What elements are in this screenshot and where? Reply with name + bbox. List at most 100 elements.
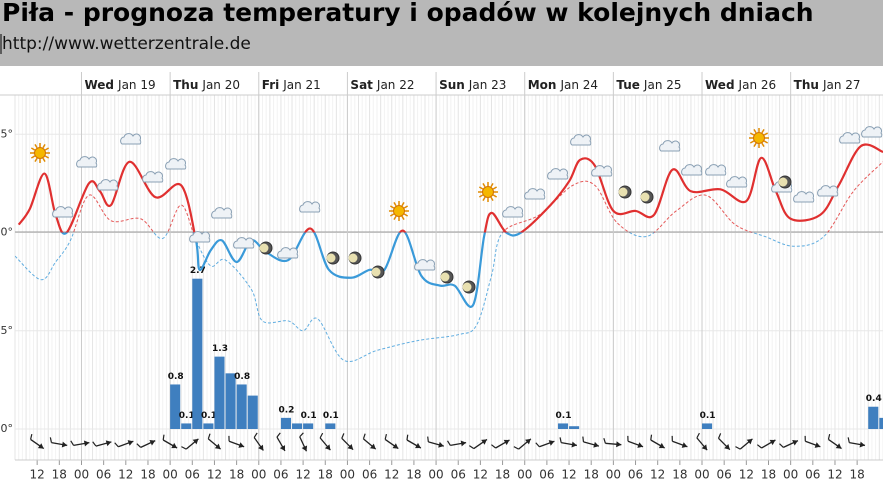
moon-icon: [640, 190, 654, 204]
sun-ray: [30, 155, 36, 159]
x-tick-label: 12: [473, 468, 488, 482]
x-tick-label: 18: [761, 468, 776, 482]
moon-light: [348, 253, 358, 263]
day-name: Thu: [794, 78, 819, 92]
sun-ray: [34, 143, 38, 149]
wind-arrow: [582, 436, 600, 448]
wind-arrow: [603, 437, 622, 448]
day-name: Thu: [173, 78, 198, 92]
day-label: Sat Jan 22: [350, 78, 414, 92]
wind-arrow: [559, 437, 578, 448]
moon-light: [259, 243, 269, 253]
wind-barb: [70, 440, 75, 446]
wind-head: [859, 441, 866, 448]
cloud: [502, 206, 524, 218]
sun-icon: [749, 128, 769, 148]
wind-arrow: [136, 440, 156, 448]
precip-label: 0.8: [168, 372, 184, 382]
cloud-icon: [97, 179, 119, 191]
wind-barb: [341, 433, 345, 439]
wind-arrow: [30, 434, 45, 450]
wind-head: [593, 441, 599, 448]
wind-barb: [804, 435, 806, 442]
wind-barb: [427, 436, 429, 443]
sun-ray: [401, 201, 405, 207]
wind-arrow: [491, 439, 510, 449]
sun-ray: [44, 155, 50, 159]
precip-bar: [868, 406, 879, 429]
x-tick-label: 06: [539, 468, 554, 482]
wind-head: [258, 444, 264, 451]
x-tick-label: 06: [451, 468, 466, 482]
precip-bar: [203, 423, 214, 429]
precip-bar: [325, 423, 336, 429]
wind-head: [746, 438, 753, 445]
cloud-icon: [861, 126, 883, 138]
day-date: Jan 26: [738, 78, 777, 92]
cloud: [839, 132, 861, 144]
cloud-icon: [524, 188, 546, 200]
x-tick-label: 12: [827, 468, 842, 482]
sun-ray: [42, 143, 46, 149]
wind-arrow: [341, 433, 354, 451]
precip-label: 0.4: [866, 394, 882, 404]
cloud-icon: [839, 132, 861, 144]
wind-barb: [603, 437, 606, 444]
precip-label: 0.1: [323, 411, 339, 421]
wind-barb: [671, 435, 673, 442]
precip-bar: [879, 417, 883, 429]
wind-barb: [384, 434, 388, 440]
moon-icon: [462, 280, 476, 294]
wind-barb: [513, 446, 519, 450]
day-date: Jan 25: [643, 78, 682, 92]
wind-arrow: [299, 432, 308, 452]
wind-barb: [114, 442, 119, 448]
wind-arrow: [384, 434, 399, 450]
wind-barb: [582, 436, 585, 443]
x-tick-label: 06: [805, 468, 820, 482]
wind-head: [616, 441, 622, 448]
wind-barb: [406, 434, 409, 441]
x-tick-label: 18: [318, 468, 333, 482]
wind-barb: [92, 441, 97, 447]
cloud: [120, 133, 142, 145]
precip-label: 0.1: [556, 411, 572, 421]
day-label: Mon Jan 24: [528, 78, 598, 92]
day-label: Wed Jan 19: [84, 78, 155, 92]
sun-ray: [753, 128, 757, 134]
cloud-icon: [211, 207, 233, 219]
day-name: Mon: [528, 78, 557, 92]
x-tick-label: 00: [517, 468, 532, 482]
wind-barb: [696, 432, 700, 439]
wind-barb: [276, 432, 281, 438]
wind-head: [105, 440, 112, 447]
wind-barb: [491, 444, 497, 449]
wind-arrow: [650, 434, 665, 449]
wind-barb: [559, 437, 562, 443]
wind-head: [548, 440, 555, 446]
cloud: [165, 158, 187, 170]
sun-ray: [761, 142, 765, 148]
x-tick-label: 00: [162, 468, 177, 482]
sun-ray: [403, 213, 409, 217]
cloud: [659, 140, 681, 152]
cloud: [817, 185, 839, 197]
x-tick-label: 00: [694, 468, 709, 482]
temperature-line: [60, 232, 523, 308]
wind-arrow: [92, 440, 112, 447]
wind-barb: [319, 432, 324, 439]
wind-barb: [650, 434, 653, 441]
sun-ray: [490, 182, 494, 188]
sun-disc: [393, 205, 405, 217]
wind-barb: [30, 434, 33, 440]
cloud: [726, 176, 748, 188]
moon-light: [640, 192, 650, 202]
y-tick-label: 0°: [1, 226, 14, 239]
day-date: Jan 21: [282, 78, 321, 92]
cloud: [793, 191, 815, 203]
cloud: [52, 206, 74, 218]
title: Piła - prognoza temperatury i opadów w k…: [2, 0, 814, 27]
dewpoint-line: [15, 232, 829, 362]
sun-ray: [44, 147, 50, 151]
cloud-icon: [705, 164, 727, 176]
